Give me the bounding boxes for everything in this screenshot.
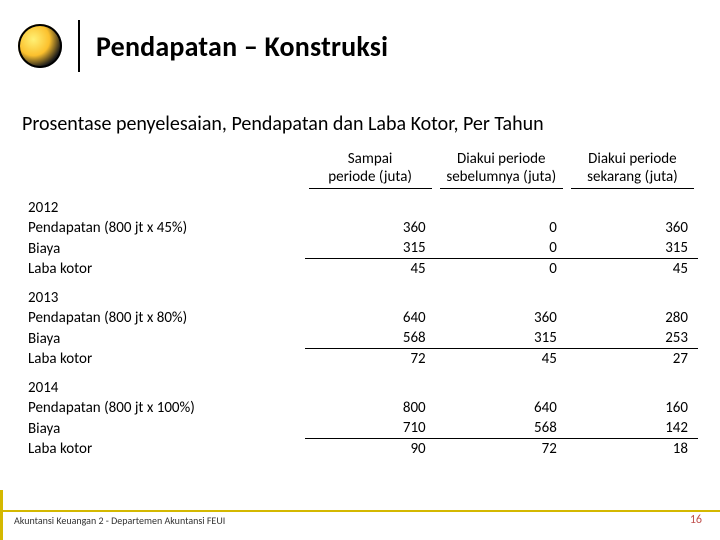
cell: 45 <box>436 349 567 370</box>
cell: 253 <box>567 328 698 349</box>
title-separator <box>78 20 80 72</box>
row-label: Biaya <box>22 328 305 349</box>
cell: 280 <box>567 308 698 328</box>
cell: 27 <box>567 349 698 370</box>
cell: 90 <box>305 439 436 460</box>
cell: 360 <box>567 218 698 238</box>
row-label: Laba kotor <box>22 259 305 280</box>
cell: 142 <box>567 418 698 439</box>
cell: 315 <box>305 238 436 259</box>
row-label: Biaya <box>22 418 305 439</box>
cell: 360 <box>436 308 567 328</box>
table-row: Laba kotor45045 <box>22 259 698 280</box>
year-row: 2012 <box>22 193 698 218</box>
cell: 640 <box>436 398 567 418</box>
table-row: Laba kotor907218 <box>22 439 698 460</box>
cell: 710 <box>305 418 436 439</box>
year-label: 2012 <box>22 193 305 218</box>
page-number: 16 <box>690 513 702 527</box>
footer-text: Akuntansi Keuangan 2 - Departemen Akunta… <box>14 514 225 527</box>
table-row: Pendapatan (800 jt x 80%)640360280 <box>22 308 698 328</box>
cell: 72 <box>436 439 567 460</box>
cell: 568 <box>436 418 567 439</box>
cell: 72 <box>305 349 436 370</box>
slide-title: Pendapatan – Konstruksi <box>96 29 388 64</box>
cell: 18 <box>567 439 698 460</box>
table-row: Pendapatan (800 jt x 100%)800640160 <box>22 398 698 418</box>
cell: 0 <box>436 259 567 280</box>
logo-icon <box>18 24 62 68</box>
cell: 0 <box>436 238 567 259</box>
table-row: Biaya568315253 <box>22 328 698 349</box>
year-row: 2014 <box>22 369 698 398</box>
cell: 360 <box>305 218 436 238</box>
cell: 160 <box>567 398 698 418</box>
table-row: Pendapatan (800 jt x 45%)3600360 <box>22 218 698 238</box>
cell: 315 <box>436 328 567 349</box>
col-header-2: Diakui periode sebelumnya (juta) <box>436 148 567 193</box>
year-row: 2013 <box>22 279 698 308</box>
table-row: Laba kotor724527 <box>22 349 698 370</box>
row-label: Laba kotor <box>22 439 305 460</box>
cell: 640 <box>305 308 436 328</box>
cell: 568 <box>305 328 436 349</box>
year-label: 2014 <box>22 369 305 398</box>
table-header-row: Sampai periode (juta) Diakui periode seb… <box>22 148 698 193</box>
row-label: Laba kotor <box>22 349 305 370</box>
data-table: Sampai periode (juta) Diakui periode seb… <box>22 148 698 459</box>
row-label: Pendapatan (800 jt x 100%) <box>22 398 305 418</box>
row-label: Biaya <box>22 238 305 259</box>
cell: 45 <box>305 259 436 280</box>
row-label: Pendapatan (800 jt x 45%) <box>22 218 305 238</box>
table-row: Biaya710568142 <box>22 418 698 439</box>
footer-bar: Akuntansi Keuangan 2 - Departemen Akunta… <box>0 510 720 530</box>
header: Pendapatan – Konstruksi <box>18 20 388 72</box>
table-row: Biaya3150315 <box>22 238 698 259</box>
cell: 0 <box>436 218 567 238</box>
cell: 800 <box>305 398 436 418</box>
col-header-1: Sampai periode (juta) <box>305 148 436 193</box>
cell: 315 <box>567 238 698 259</box>
cell: 45 <box>567 259 698 280</box>
col-header-3: Diakui periode sekarang (juta) <box>567 148 698 193</box>
slide-subtitle: Prosentase penyelesaian, Pendapatan dan … <box>22 112 544 136</box>
year-label: 2013 <box>22 279 305 308</box>
row-label: Pendapatan (800 jt x 80%) <box>22 308 305 328</box>
